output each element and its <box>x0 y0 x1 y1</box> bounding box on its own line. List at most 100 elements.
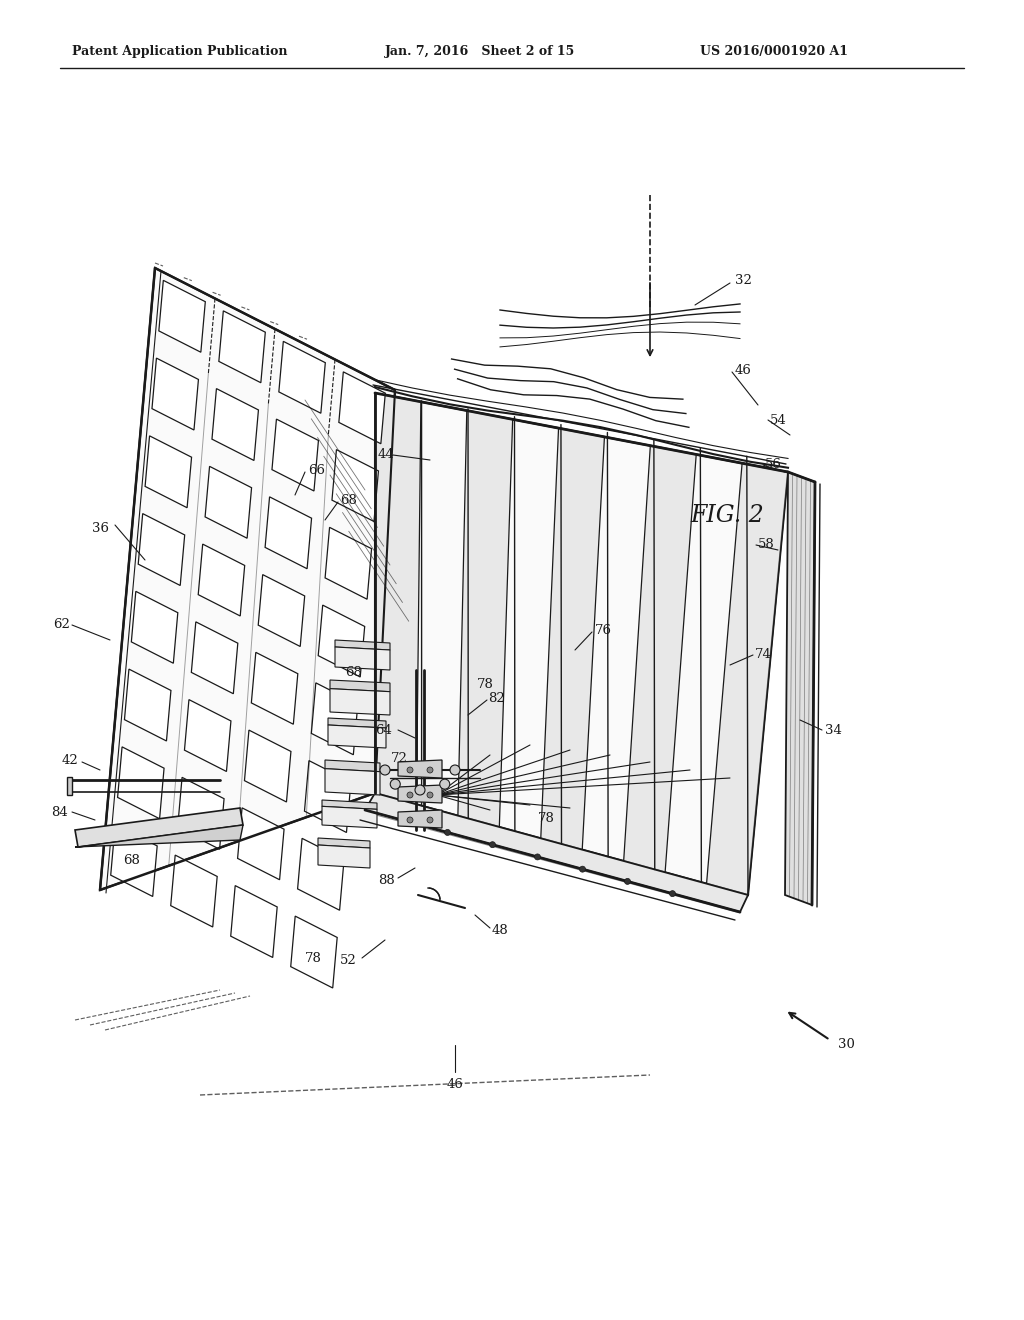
Polygon shape <box>707 463 788 895</box>
Text: 52: 52 <box>340 953 357 966</box>
Circle shape <box>535 854 541 859</box>
Polygon shape <box>145 436 191 508</box>
Polygon shape <box>304 760 351 833</box>
Text: 62: 62 <box>53 619 70 631</box>
Circle shape <box>427 792 433 799</box>
Polygon shape <box>138 513 184 586</box>
Text: 72: 72 <box>391 751 408 764</box>
Polygon shape <box>230 886 278 957</box>
Circle shape <box>580 866 586 873</box>
Text: 48: 48 <box>492 924 509 936</box>
Polygon shape <box>785 473 815 906</box>
Polygon shape <box>398 810 442 828</box>
Polygon shape <box>328 718 386 729</box>
Polygon shape <box>245 730 291 803</box>
Polygon shape <box>398 785 442 803</box>
Polygon shape <box>332 450 379 521</box>
Polygon shape <box>330 689 390 715</box>
Text: 36: 36 <box>92 521 109 535</box>
Circle shape <box>450 766 460 775</box>
Polygon shape <box>318 838 370 847</box>
Polygon shape <box>152 358 199 430</box>
Polygon shape <box>184 700 231 771</box>
Polygon shape <box>111 825 158 896</box>
Polygon shape <box>541 428 604 850</box>
Text: 46: 46 <box>446 1078 464 1092</box>
Circle shape <box>390 779 400 789</box>
Circle shape <box>407 817 413 822</box>
Text: 68: 68 <box>345 665 361 678</box>
Text: 78: 78 <box>305 952 322 965</box>
Text: 42: 42 <box>62 754 79 767</box>
Polygon shape <box>199 544 245 616</box>
Polygon shape <box>375 393 788 895</box>
Text: 56: 56 <box>765 458 782 471</box>
Polygon shape <box>219 310 265 383</box>
Polygon shape <box>159 280 206 352</box>
Text: 68: 68 <box>123 854 140 866</box>
Polygon shape <box>330 680 390 692</box>
Polygon shape <box>212 388 258 461</box>
Polygon shape <box>325 528 372 599</box>
Text: 54: 54 <box>770 413 786 426</box>
Polygon shape <box>318 845 370 869</box>
Text: 84: 84 <box>51 805 68 818</box>
Polygon shape <box>238 808 284 879</box>
Polygon shape <box>258 574 305 647</box>
Circle shape <box>489 842 496 847</box>
Polygon shape <box>125 669 171 741</box>
Polygon shape <box>279 342 326 413</box>
Text: 76: 76 <box>595 623 612 636</box>
Polygon shape <box>375 393 421 804</box>
Text: 82: 82 <box>488 692 505 705</box>
Polygon shape <box>298 838 344 911</box>
Text: FIG. 2: FIG. 2 <box>690 503 764 527</box>
Circle shape <box>625 878 631 884</box>
Polygon shape <box>205 466 252 539</box>
Text: 78: 78 <box>477 678 494 692</box>
Polygon shape <box>177 777 224 849</box>
Circle shape <box>407 767 413 774</box>
Text: 68: 68 <box>340 494 357 507</box>
Polygon shape <box>67 777 72 795</box>
Text: 78: 78 <box>538 812 555 825</box>
Circle shape <box>380 766 390 775</box>
Polygon shape <box>171 855 217 927</box>
Polygon shape <box>335 647 390 671</box>
Polygon shape <box>100 268 395 890</box>
Text: 44: 44 <box>378 449 394 462</box>
Polygon shape <box>325 768 380 795</box>
Text: 88: 88 <box>378 874 395 887</box>
Polygon shape <box>272 420 318 491</box>
Polygon shape <box>325 760 380 772</box>
Circle shape <box>399 817 406 824</box>
Polygon shape <box>191 622 238 694</box>
Circle shape <box>427 817 433 822</box>
Polygon shape <box>75 825 243 847</box>
Polygon shape <box>328 725 386 748</box>
Text: US 2016/0001920 A1: US 2016/0001920 A1 <box>700 45 848 58</box>
Polygon shape <box>251 652 298 725</box>
Polygon shape <box>322 807 377 828</box>
Text: 58: 58 <box>758 539 775 552</box>
Polygon shape <box>624 446 696 873</box>
Circle shape <box>415 785 425 795</box>
Text: 66: 66 <box>308 463 325 477</box>
Circle shape <box>444 829 451 836</box>
Text: Jan. 7, 2016   Sheet 2 of 15: Jan. 7, 2016 Sheet 2 of 15 <box>385 45 575 58</box>
Polygon shape <box>75 808 243 847</box>
Polygon shape <box>458 411 513 828</box>
Text: 34: 34 <box>825 723 842 737</box>
Polygon shape <box>318 605 365 677</box>
Text: 30: 30 <box>838 1039 855 1052</box>
Polygon shape <box>339 372 385 444</box>
Polygon shape <box>365 793 748 912</box>
Polygon shape <box>398 760 442 777</box>
Polygon shape <box>291 916 337 987</box>
Text: 64: 64 <box>375 723 392 737</box>
Text: 74: 74 <box>755 648 772 661</box>
Polygon shape <box>265 496 311 569</box>
Polygon shape <box>311 682 357 755</box>
Polygon shape <box>322 800 377 809</box>
Text: 46: 46 <box>735 363 752 376</box>
